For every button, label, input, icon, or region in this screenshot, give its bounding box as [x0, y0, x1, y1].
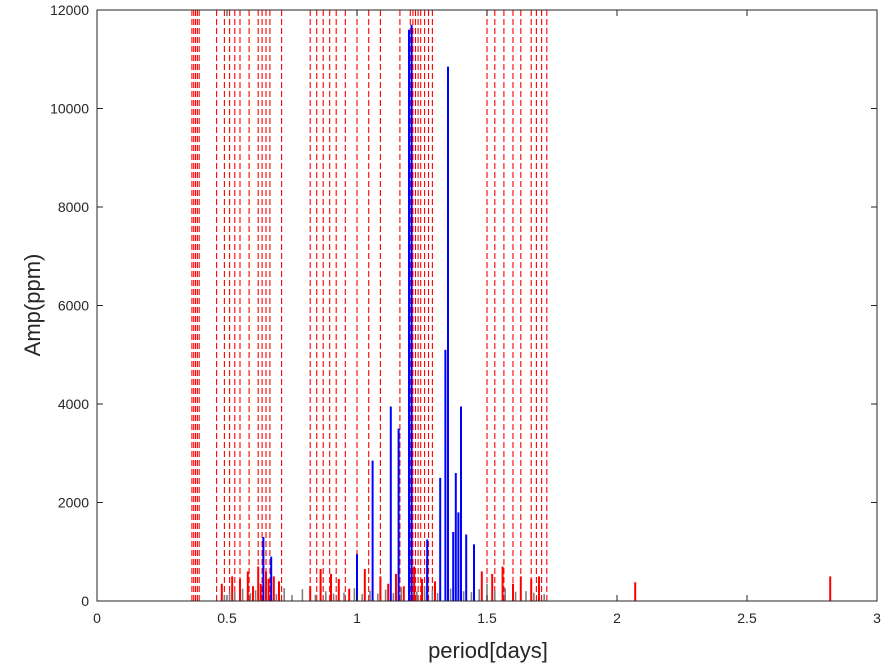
x-tick-label: 0.5 [217, 610, 237, 626]
y-tick-label: 4000 [58, 396, 89, 412]
x-tick-label: 1.5 [477, 610, 497, 626]
y-tick-label: 2000 [58, 495, 89, 511]
y-tick-label: 0 [81, 593, 89, 609]
x-tick-label: 2 [613, 610, 621, 626]
y-tick-label: 6000 [58, 298, 89, 314]
y-axis-title: Amp(ppm) [20, 254, 45, 357]
x-axis-title: period[days] [428, 638, 548, 663]
y-tick-label: 12000 [50, 2, 89, 18]
x-axis: 0 0.5 1 1.5 2 2.5 3 [93, 10, 881, 626]
x-tick-label: 0 [93, 610, 101, 626]
x-tick-label: 2.5 [737, 610, 757, 626]
x-tick-label: 1 [353, 610, 361, 626]
axes-frame [96, 9, 878, 602]
y-tick-label: 8000 [58, 199, 89, 215]
plot-area [96, 9, 878, 602]
y-axis: 0 2000 4000 6000 8000 10000 12000 [50, 2, 877, 609]
y-tick-label: 10000 [50, 101, 89, 117]
x-tick-label: 3 [873, 610, 881, 626]
